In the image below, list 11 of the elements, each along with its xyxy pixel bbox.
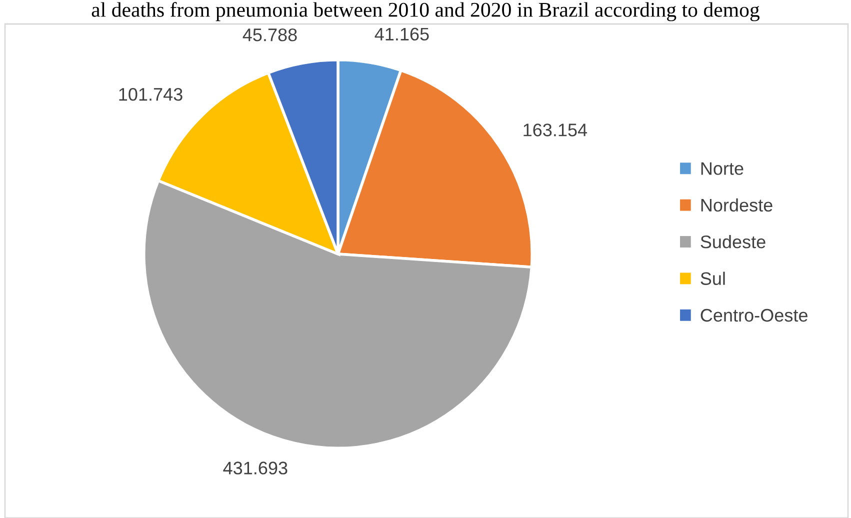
data-label: 45.788 [242, 28, 297, 42]
chart-title: al deaths from pneumonia between 2010 and 2020 in Brazil according to demog [92, 2, 760, 22]
data-label: 163.154 [524, 124, 588, 136]
legend-label: Norte [701, 162, 744, 175]
data-label: 431.693 [223, 462, 288, 474]
data-label: 101.743 [119, 88, 182, 101]
legend-label: Centro-Oeste [700, 308, 808, 322]
legend-label: Sul [700, 272, 725, 285]
data-label: 41.165 [374, 28, 429, 41]
legend-label: Sudeste [700, 235, 766, 248]
legend-label: Nordeste [701, 198, 772, 212]
